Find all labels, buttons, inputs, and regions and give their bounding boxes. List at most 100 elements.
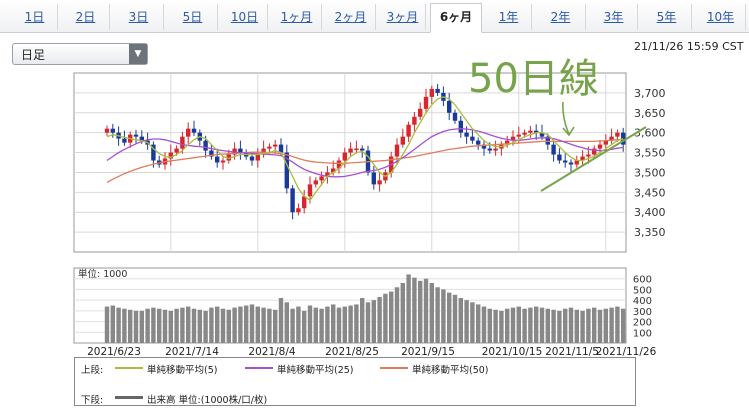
tab-3[interactable]: 5日 xyxy=(168,4,218,30)
candle-body xyxy=(603,140,609,145)
candle-body xyxy=(325,172,330,177)
candle-body xyxy=(104,128,110,133)
volume-tick-label: 400 xyxy=(633,296,652,307)
candle-body xyxy=(470,136,475,141)
volume-tick-label: 600 xyxy=(633,275,652,286)
volume-bar xyxy=(475,304,481,343)
tab-1[interactable]: 2日 xyxy=(62,4,110,30)
volume-tick-label: 300 xyxy=(633,307,652,318)
candle-body xyxy=(110,128,116,133)
volume-bar xyxy=(226,309,232,343)
tab-4[interactable]: 10日 xyxy=(222,4,268,30)
volume-bar xyxy=(359,298,365,343)
volume-bar xyxy=(278,298,284,343)
candle-body xyxy=(435,88,440,93)
candle-body xyxy=(267,146,272,149)
chevron-down-icon[interactable]: ▼ xyxy=(129,44,147,64)
candle-body xyxy=(446,100,452,113)
candle-body xyxy=(249,156,255,161)
candle-body xyxy=(122,138,127,143)
price-tick-label: 3,400 xyxy=(634,206,666,219)
volume-bar xyxy=(412,277,417,343)
volume-bar xyxy=(539,307,545,343)
candle-body xyxy=(429,88,435,97)
candle-body xyxy=(296,208,301,213)
volume-bar xyxy=(591,307,597,343)
volume-bar xyxy=(243,305,249,343)
volume-bar xyxy=(464,300,469,343)
tab-6[interactable]: 2ヶ月 xyxy=(326,4,376,30)
volume-bar xyxy=(272,309,278,343)
candle-body xyxy=(214,156,220,163)
candle-body xyxy=(533,130,539,133)
tab-5[interactable]: 1ヶ月 xyxy=(272,4,322,30)
volume-bar xyxy=(319,308,324,343)
price-tick-label: 3,500 xyxy=(634,166,666,179)
volume-bar xyxy=(267,308,272,343)
candle-body xyxy=(232,148,237,155)
candle-body xyxy=(365,150,371,173)
tab-2[interactable]: 3日 xyxy=(114,4,164,30)
candle-body xyxy=(539,132,545,137)
candle-body xyxy=(336,160,342,169)
tab-11[interactable]: 3年 xyxy=(590,4,638,30)
volume-bar xyxy=(481,306,487,343)
candle-body xyxy=(383,172,388,181)
volume-bar xyxy=(203,310,208,343)
tab-10[interactable]: 2年 xyxy=(536,4,586,30)
volume-bar xyxy=(209,307,214,343)
candle-body xyxy=(400,136,406,145)
candle-body xyxy=(562,160,568,163)
volume-bar xyxy=(301,310,307,343)
legend-ma5-swatch xyxy=(115,367,143,369)
candle-body xyxy=(313,180,319,185)
volume-bar xyxy=(214,306,220,343)
volume-bar xyxy=(423,278,429,343)
candle-body xyxy=(203,140,208,151)
legend-lower-label: 下段: xyxy=(81,395,104,406)
volume-bar xyxy=(446,292,452,343)
annotation-arrow xyxy=(562,101,570,135)
tab-8[interactable]: 6ヶ月 xyxy=(430,3,482,33)
candle-body xyxy=(551,144,556,155)
volume-bar xyxy=(325,306,330,343)
candle-body xyxy=(191,128,197,133)
legend-upper-label: 上段: xyxy=(81,365,104,376)
tab-13[interactable]: 10年 xyxy=(696,4,746,30)
candle-body xyxy=(394,144,400,157)
volume-bar xyxy=(110,305,116,343)
candle-body xyxy=(481,144,487,149)
volume-bar xyxy=(615,306,620,343)
volume-bar xyxy=(574,309,580,343)
candle-body xyxy=(272,144,278,147)
price-tick-label: 3,600 xyxy=(634,127,666,140)
volume-unit-label: 単位: 1000 xyxy=(78,268,127,280)
candle-body xyxy=(301,196,307,209)
volume-bar xyxy=(342,306,348,343)
price-tick-label: 3,650 xyxy=(634,107,666,120)
legend-ma5: 単純移動平均(5) xyxy=(147,365,218,376)
tab-9[interactable]: 1年 xyxy=(486,4,532,30)
volume-bar xyxy=(429,283,435,343)
volume-bar xyxy=(557,310,562,343)
candle-body xyxy=(243,152,249,157)
tab-7[interactable]: 3ヶ月 xyxy=(380,4,426,30)
volume-bar xyxy=(452,294,458,343)
candle-body xyxy=(487,148,493,151)
tab-0[interactable]: 1日 xyxy=(12,4,58,30)
candle-body xyxy=(458,120,464,133)
candle-body xyxy=(475,140,481,145)
volume-bar xyxy=(336,307,342,343)
period-select[interactable]: 日足 ▼ xyxy=(12,43,148,65)
price-tick-label: 3,450 xyxy=(634,186,666,199)
tab-12[interactable]: 5年 xyxy=(642,4,692,30)
volume-bar xyxy=(180,307,185,343)
volume-bar xyxy=(586,308,591,343)
volume-bar xyxy=(127,309,133,343)
volume-tick-label: 500 xyxy=(633,285,652,296)
ma25-line xyxy=(106,128,624,178)
candle-body xyxy=(412,116,417,125)
volume-bar xyxy=(533,306,539,343)
candle-body xyxy=(597,144,603,149)
volume-bar xyxy=(562,308,568,343)
